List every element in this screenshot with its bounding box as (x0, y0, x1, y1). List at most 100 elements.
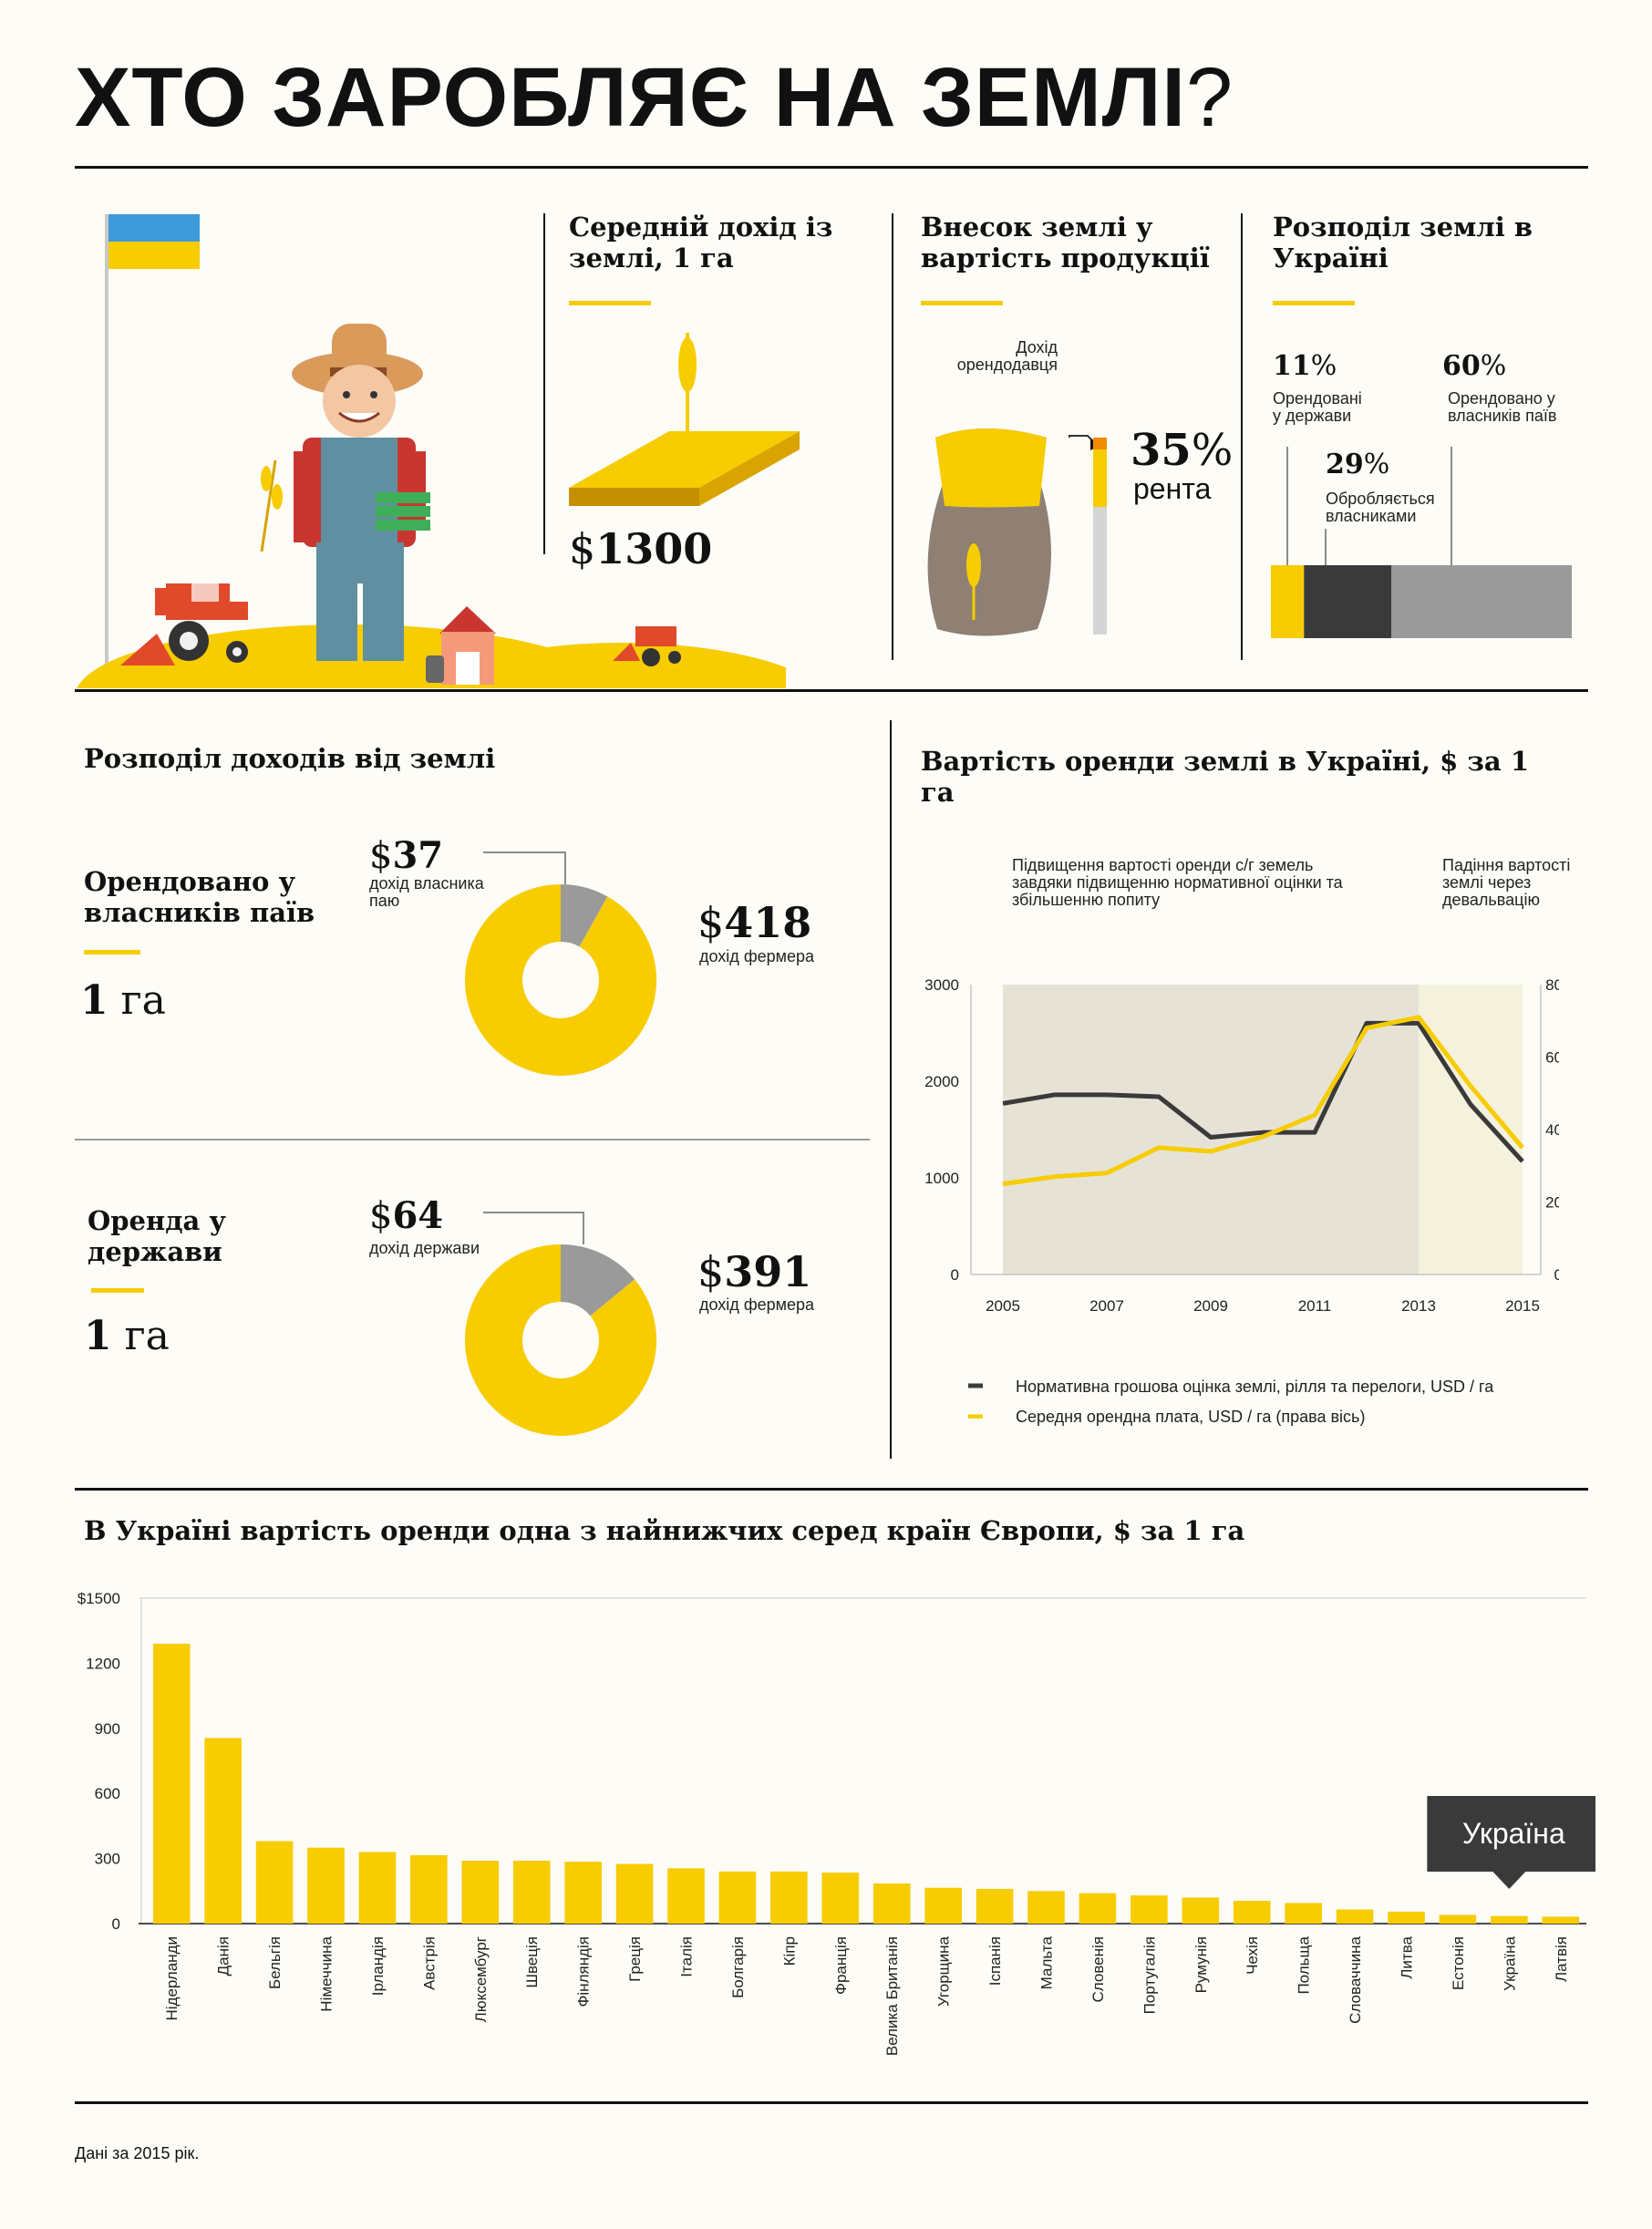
bar-label-7: Швеція (523, 1936, 541, 1988)
block-0-small-num: 37 (392, 834, 444, 877)
bar-label-18: Словенія (1089, 1936, 1107, 2003)
bar-23 (1336, 1909, 1374, 1924)
bar-label-22: Польща (1296, 1935, 1313, 1994)
contrib-underline (921, 301, 1003, 305)
x-tick-2007: 2007 (1089, 1297, 1124, 1315)
contrib-pct-number: 35 (1131, 425, 1192, 476)
dist-bar-segment-state (1271, 565, 1305, 638)
series-line-0 (1002, 1020, 1524, 1163)
sack-icon (927, 428, 1107, 636)
y-left-tick-0: 0 (951, 1266, 959, 1284)
divider-v4 (890, 720, 892, 1459)
income-value: $1300 (569, 524, 712, 573)
income-split-heading: Розподіл доходів від землі (84, 743, 496, 774)
bar-21 (1233, 1901, 1271, 1924)
divider-top (75, 166, 1588, 169)
divider-blocks (75, 1139, 870, 1140)
income-currency: $ (569, 524, 596, 573)
x-tick-2009: 2009 (1193, 1297, 1228, 1315)
distribution-underline (1273, 301, 1355, 305)
dist-item-0-number: 11 (1273, 350, 1311, 382)
wheat-icon (260, 459, 283, 552)
block-1-large-num: 391 (724, 1247, 812, 1296)
flag-yellow-stripe (108, 242, 200, 269)
x-tick-2011: 2011 (1298, 1297, 1332, 1315)
block-0-area-number: 1 (80, 977, 108, 1024)
legend-label-0: Нормативна грошова оцінка землі, рілля т… (1016, 1378, 1494, 1396)
block-0-area: 1 га (80, 977, 166, 1024)
contrib-word: рента (1133, 472, 1212, 505)
distribution-bar (1271, 447, 1572, 638)
bar-label-14: Велика Британія (883, 1936, 901, 2056)
dist-item-0-label: Орендовані у держави (1273, 389, 1362, 425)
bar-2 (255, 1841, 294, 1924)
bar-15 (924, 1887, 962, 1924)
title-question-mark: ? (1185, 51, 1234, 144)
bar-11 (718, 1871, 757, 1924)
bar-1 (204, 1738, 242, 1924)
distribution-heading: Розподіл землі в Україні (1273, 212, 1533, 273)
donut1-slice-small (561, 1244, 635, 1316)
bar-label-12: Кіпр (780, 1936, 798, 1966)
donut-0 (464, 851, 656, 1076)
x-tick-2005: 2005 (986, 1297, 1020, 1315)
bar-y-tick-3: 600 (95, 1785, 120, 1802)
contrib-pct-sign: % (1191, 425, 1234, 476)
dist-item-2-sign: % (1363, 449, 1390, 480)
bar-20 (1182, 1897, 1220, 1924)
bar-chart-title: В Україні вартість оренди одна з найнижч… (84, 1515, 1245, 1546)
bar-label-11: Болгарія (729, 1936, 747, 1998)
income-number: 1300 (595, 524, 713, 573)
dist-item-2-number: 29 (1326, 449, 1364, 480)
dist-bar-segment-owners (1304, 565, 1391, 638)
divider-v3 (1241, 213, 1243, 660)
bar-5 (410, 1855, 448, 1924)
bar-19 (1131, 1895, 1168, 1924)
bar-label-23: Словаччина (1347, 1935, 1364, 2023)
bar-label-20: Румунія (1193, 1936, 1210, 1993)
y-right-tick-60: 60 (1545, 1049, 1559, 1067)
y-left-tick-1000: 1000 (924, 1170, 959, 1187)
block-0-large-label: дохід фермера (699, 947, 815, 965)
bar-9 (615, 1863, 654, 1924)
legend-label-1: Середня орендна плата, USD / га (права в… (1016, 1408, 1366, 1426)
y-right-tick-40: 40 (1545, 1121, 1559, 1139)
donut0-slice-large (464, 884, 656, 1076)
footnote: Дані за 2015 рік. (75, 2144, 200, 2162)
combine-harvester-icon (120, 583, 248, 666)
barn-icon (426, 606, 496, 685)
bar-label-16: Іспанія (986, 1936, 1004, 1986)
block-1-title: Оренда у держави (88, 1205, 226, 1267)
bar-4 (358, 1852, 397, 1924)
bar-26 (1491, 1915, 1528, 1924)
dist-item-0-pct: 11% (1273, 350, 1337, 382)
donut-1 (465, 1212, 656, 1436)
y-left-tick-2000: 2000 (924, 1073, 959, 1090)
title-text: ХТО ЗАРОБЛЯЄ НА ЗЕМЛІ (75, 51, 1186, 144)
block-1-large-label: дохід фермера (699, 1295, 815, 1314)
bar-label-19: Португалія (1141, 1936, 1158, 2014)
legend-swatches (968, 1383, 983, 1419)
dist-item-1-number: 60 (1442, 350, 1481, 382)
bar-0 (152, 1643, 191, 1924)
bar-label-27: Латвія (1553, 1936, 1570, 1982)
donut0-slice-small (561, 884, 608, 947)
contrib-label: Дохід орендодавця (956, 338, 1058, 374)
bar-12 (770, 1871, 808, 1924)
bar-25 (1439, 1914, 1477, 1924)
block-0-large-cur: $ (697, 898, 725, 947)
block-1-underline (91, 1288, 144, 1293)
bar-chart: $1500 1200 900 600 300 0 Нідерланди Данія Бельгі… (77, 1590, 1595, 2056)
flagpole (105, 214, 108, 679)
bar-label-4: Ірландія (369, 1936, 387, 1996)
bar-label-17: Мальта (1038, 1935, 1056, 1989)
block-0-small-cur: $ (369, 835, 393, 877)
bar-y-tick-4: 300 (95, 1851, 120, 1868)
divider-v1 (543, 213, 545, 554)
bar-y-tick-5: 0 (112, 1915, 120, 1933)
field-icon (569, 333, 800, 506)
block-1-area-unit: га (124, 1313, 170, 1359)
block-1-large-cur: $ (697, 1247, 725, 1296)
bar-label-6: Люксембург (472, 1936, 490, 2022)
block-1-small-cur: $ (369, 1195, 393, 1237)
